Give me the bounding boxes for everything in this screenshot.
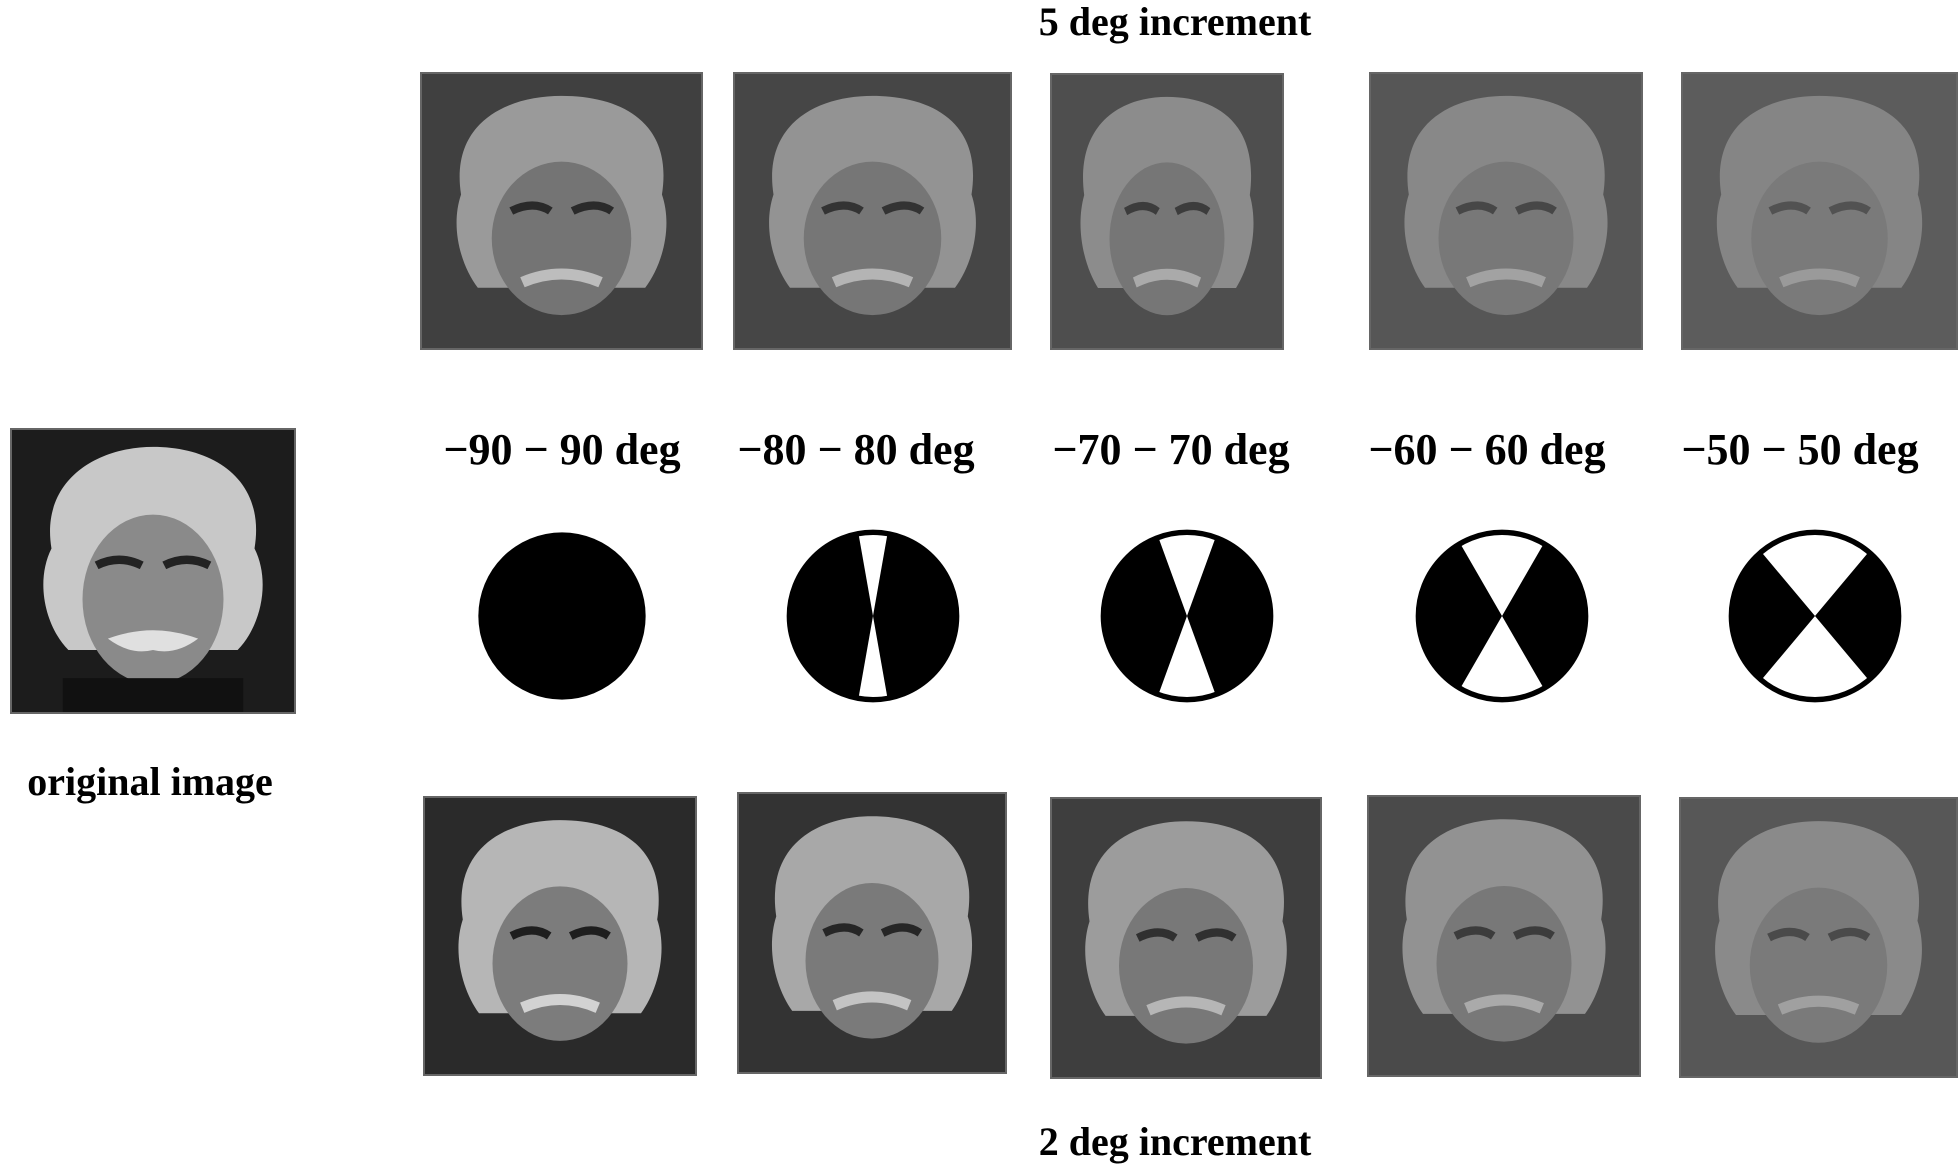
mask-missing-wedge (858, 616, 888, 700)
reconstruction-5deg-range-50 (1681, 72, 1958, 350)
angular-mask-60 (1413, 527, 1591, 705)
reconstruction-5deg-range-80 (733, 72, 1012, 350)
angular-mask-70 (1098, 527, 1276, 705)
top-row-title: 5 deg increment (1038, 0, 1312, 44)
mask-missing-wedge (1158, 616, 1216, 700)
mask-outline (1415, 529, 1589, 703)
angular-range-label: −80 − 80 deg (737, 425, 975, 474)
original-image (10, 428, 296, 714)
mask-missing-wedge (1158, 532, 1216, 616)
reconstruction-5deg-range-70 (1050, 73, 1284, 350)
mask-missing-wedge (858, 532, 888, 616)
mask-outline (786, 529, 960, 703)
mask-missing-wedge (1761, 532, 1869, 616)
reconstruction-2deg-range-70 (1050, 797, 1322, 1079)
mask-outline (1100, 529, 1274, 703)
mask-missing-wedge (1761, 616, 1869, 700)
angular-mask-50 (1726, 527, 1904, 705)
angular-range-label: −70 − 70 deg (1052, 425, 1290, 474)
angular-mask-80 (784, 527, 962, 705)
reconstruction-2deg-range-80 (737, 792, 1007, 1074)
reconstruction-2deg-range-50 (1679, 797, 1958, 1078)
mask-missing-wedge (1460, 532, 1544, 616)
original-image-label: original image (27, 759, 273, 804)
reconstruction-2deg-range-90 (423, 796, 697, 1076)
angular-range-label: −50 − 50 deg (1681, 425, 1919, 474)
mask-disc (478, 532, 646, 700)
reconstruction-2deg-range-60 (1367, 795, 1641, 1077)
bottom-row-title: 2 deg increment (1038, 1119, 1312, 1164)
mask-missing-wedge (1460, 616, 1544, 700)
angular-range-label: −90 − 90 deg (443, 425, 681, 474)
angular-range-label: −60 − 60 deg (1368, 425, 1606, 474)
angular-mask-90 (473, 527, 651, 705)
reconstruction-5deg-range-90 (420, 72, 703, 350)
reconstruction-5deg-range-60 (1369, 72, 1643, 350)
mask-outline (1728, 529, 1902, 703)
mask-disc (789, 532, 957, 700)
